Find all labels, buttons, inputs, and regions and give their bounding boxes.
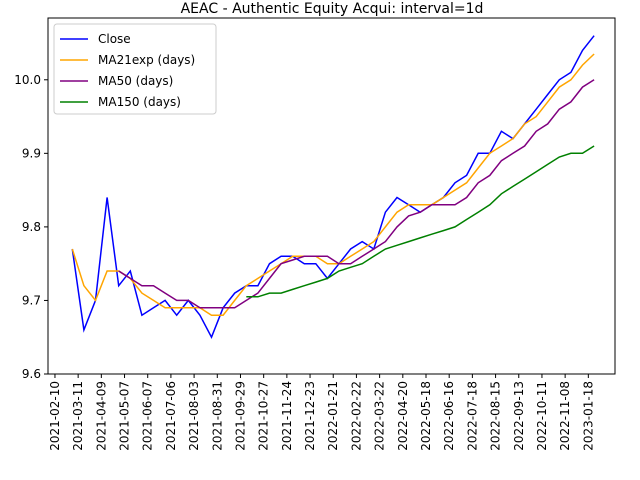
x-tick-label: 2021-11-24 — [280, 381, 294, 451]
x-tick-label: 2021-08-31 — [210, 381, 224, 451]
y-tick-label: 9.7 — [22, 293, 41, 307]
x-tick-label: 2022-07-18 — [465, 381, 479, 451]
x-tick-label: 2021-05-07 — [118, 381, 132, 451]
x-tick-label: 2021-02-10 — [48, 381, 62, 451]
legend-label: Close — [98, 32, 131, 46]
axes-frame — [47, 17, 616, 375]
legend-box — [53, 23, 217, 115]
x-tick-label: 2021-08-03 — [187, 381, 201, 451]
x-tick-label: 2022-03-22 — [373, 381, 387, 451]
legend-label: MA50 (days) — [98, 74, 173, 88]
legend-label: MA21exp (days) — [98, 53, 195, 67]
x-tick-label: 2022-05-18 — [419, 381, 433, 451]
y-tick-label: 9.6 — [22, 367, 41, 381]
x-tick-label: 2021-09-29 — [233, 381, 247, 451]
y-tick-label: 10.0 — [14, 73, 41, 87]
x-tick-label: 2021-03-11 — [71, 381, 85, 451]
x-tick-label: 2022-10-11 — [535, 381, 549, 451]
y-tick-label: 9.9 — [22, 146, 41, 160]
x-tick-label: 2022-08-15 — [489, 381, 503, 451]
x-tick-label: 2022-02-22 — [349, 381, 363, 451]
x-tick-label: 2021-10-27 — [257, 381, 271, 451]
x-tick-label: 2021-06-07 — [141, 381, 155, 451]
legend-label: MA150 (days) — [98, 95, 181, 109]
line-series — [118, 79, 595, 309]
x-tick-label: 2022-11-08 — [558, 381, 572, 451]
x-tick-label: 2022-01-21 — [326, 381, 340, 451]
x-tick-label: 2022-09-13 — [512, 381, 526, 451]
x-tick-label: 2021-04-09 — [94, 381, 108, 451]
chart-title: AEAC - Authentic Equity Acqui: interval=… — [181, 1, 484, 17]
x-tick-label: 2021-07-06 — [164, 381, 178, 451]
y-tick-label: 9.8 — [22, 220, 41, 234]
x-tick-label: 2022-06-16 — [442, 381, 456, 451]
x-tick-label: 2021-12-23 — [303, 381, 317, 451]
line-series — [246, 145, 595, 298]
x-tick-label: 2023-01-18 — [581, 381, 595, 451]
x-tick-label: 2022-04-20 — [396, 381, 410, 451]
line-series — [71, 53, 595, 316]
